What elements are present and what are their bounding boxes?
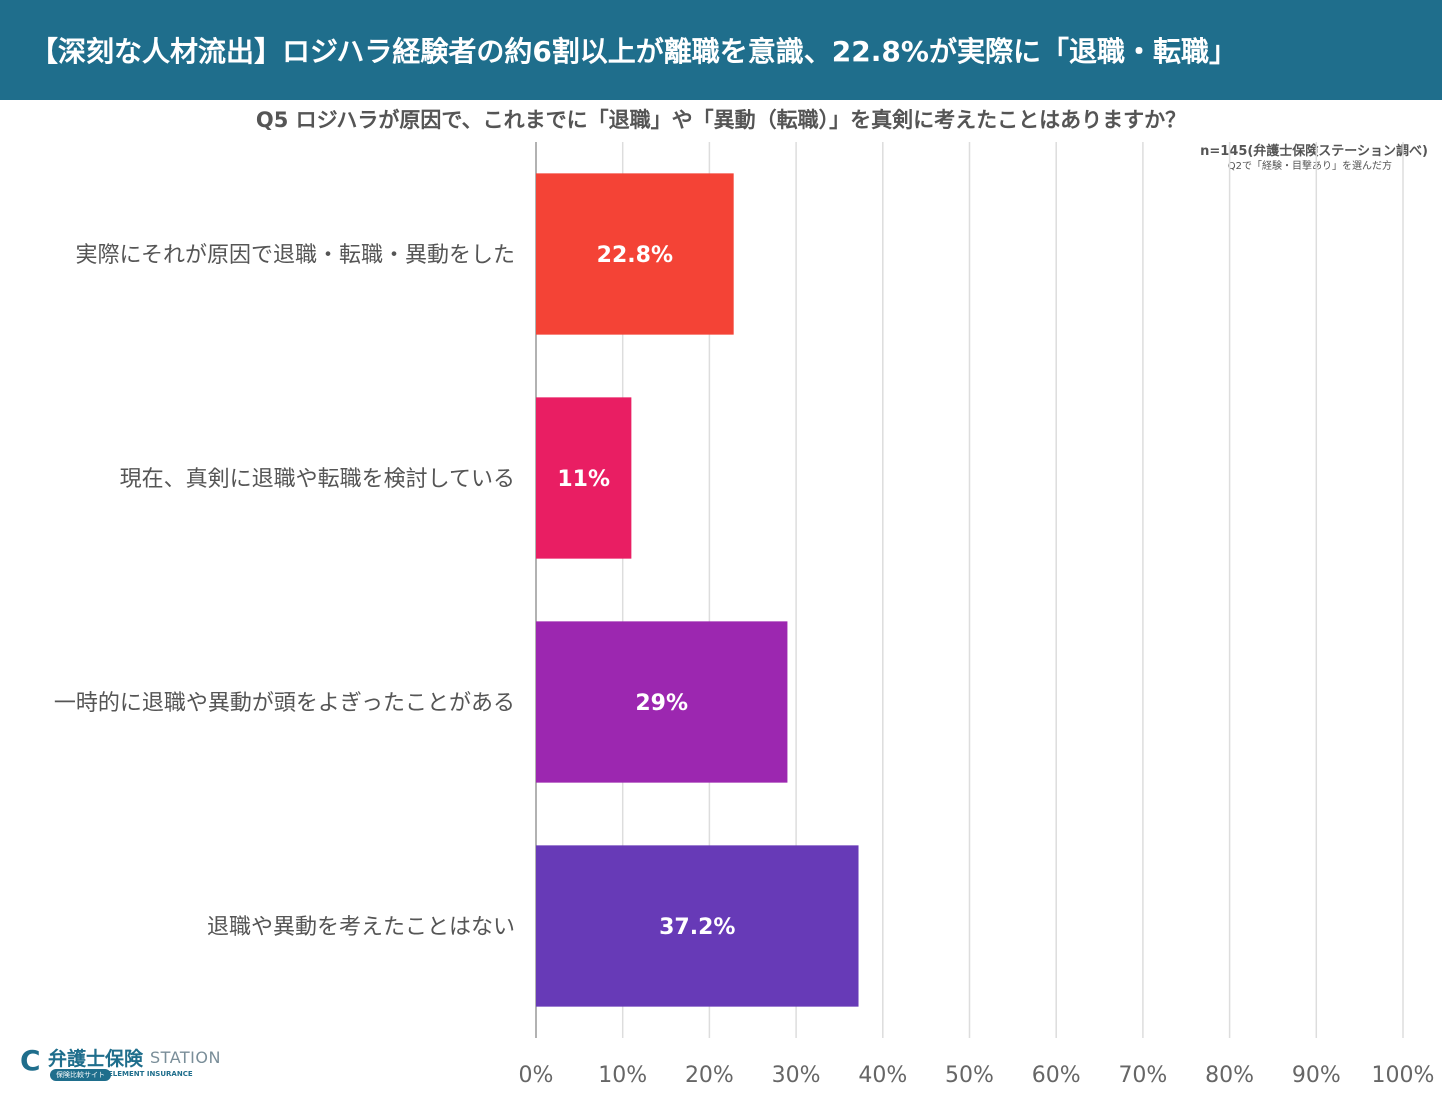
logo-badge: 保険比較サイト [50,1069,111,1081]
respondent-note: Q2で「経験・目撃あり」を選んだ方 [1227,161,1392,172]
x-tick-label: 80% [1205,1063,1254,1088]
category-label: 現在、真剣に退職や転職を検討している [120,467,515,492]
category-label: 退職や異動を考えたことはない [207,915,515,940]
x-tick-label: 90% [1292,1063,1341,1088]
x-tick-label: 10% [598,1063,647,1088]
chart-title: 【深刻な人材流出】ロジハラ経験者の約6割以上が離職を意識、22.8%が実際に「退… [30,35,1237,68]
survey-question: Q5 ロジハラが原因で、これまでに「退職」や「異動（転職）」を真剣に考えたことは… [255,108,1187,132]
x-tick-label: 0% [519,1063,554,1088]
bar-value-label: 37.2% [659,915,735,940]
x-tick-label: 30% [772,1063,821,1088]
category-label: 一時的に退職や異動が頭をよぎったことがある [54,691,515,716]
title-banner: 【深刻な人材流出】ロジハラ経験者の約6割以上が離職を意識、22.8%が実際に「退… [0,0,1442,100]
bar [536,173,734,335]
x-tick-label: 60% [1032,1063,1081,1088]
bar-value-label: 29% [635,691,688,716]
category-label: 実際にそれが原因で退職・転職・異動をした [75,243,515,268]
bar [536,397,632,559]
logo-station: STATION [150,1048,221,1067]
x-tick-label: 40% [858,1063,907,1088]
x-tick-label: 70% [1118,1063,1167,1088]
x-tick-label: 50% [945,1063,994,1088]
logo-company: ELEMENT INSURANCE [108,1070,193,1078]
bar [536,845,859,1007]
bar [536,621,788,783]
x-tick-label: 20% [685,1063,734,1088]
bar-value-label: 22.8% [597,243,673,268]
sample-size-note: n=145(弁護士保険ステーション調べ) [1200,144,1428,159]
logo-name: 弁護士保険 [48,1048,144,1070]
brand-logo: C 弁護士保険 STATION 保険比較サイト ELEMENT INSURANC… [20,1044,230,1084]
logo-c-mark-icon: C [20,1044,41,1077]
x-tick-label: 100% [1372,1063,1435,1088]
bar-value-label: 11% [557,467,610,492]
